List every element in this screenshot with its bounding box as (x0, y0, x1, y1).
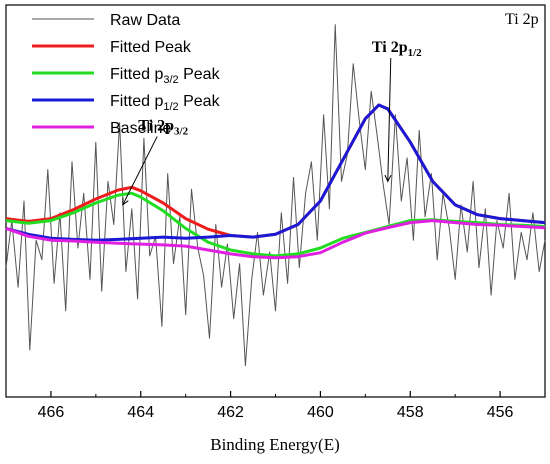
series-layer (5, 24, 546, 367)
x-axis-ticks: 466 464 462 460 458 456 (5, 391, 546, 421)
annotation-arrow-head (122, 197, 129, 206)
legend-label: Fitted Peak (110, 39, 192, 56)
annotation-arrow-line (387, 58, 392, 182)
legend-label: Baseline (110, 120, 171, 137)
x-tick-label: 458 (397, 404, 424, 421)
annotation-arrow-head (384, 174, 392, 183)
x-tick-label: 460 (307, 404, 334, 421)
annotation-arrow-line (122, 136, 158, 206)
x-tick-label: 466 (38, 404, 65, 421)
x-tick-label: 462 (217, 404, 244, 421)
x-tick-label: 464 (127, 404, 154, 421)
series-line-3 (5, 103, 546, 242)
legend-label: Fitted p1/2 Peak (110, 93, 221, 113)
x-axis-title: Binding Energy(E) (210, 435, 340, 454)
legend-label: Fitted p3/2 Peak (110, 66, 221, 86)
annotations: Ti 2p3/2 Ti 2p1/2 (122, 39, 422, 206)
legend: Raw Data Fitted Peak Fitted p3/2 Peak Fitte… (32, 12, 221, 137)
plot-frame (5, 4, 546, 398)
legend-label: Raw Data (110, 12, 180, 29)
corner-label: Ti 2p (505, 11, 539, 28)
series-line-4 (5, 219, 546, 260)
series-line-0 (5, 24, 546, 367)
peak-annotation-label: Ti 2p3/2 (138, 117, 188, 137)
x-tick-label: 456 (487, 404, 514, 421)
peak-annotation-label: Ti 2p1/2 (372, 39, 422, 59)
